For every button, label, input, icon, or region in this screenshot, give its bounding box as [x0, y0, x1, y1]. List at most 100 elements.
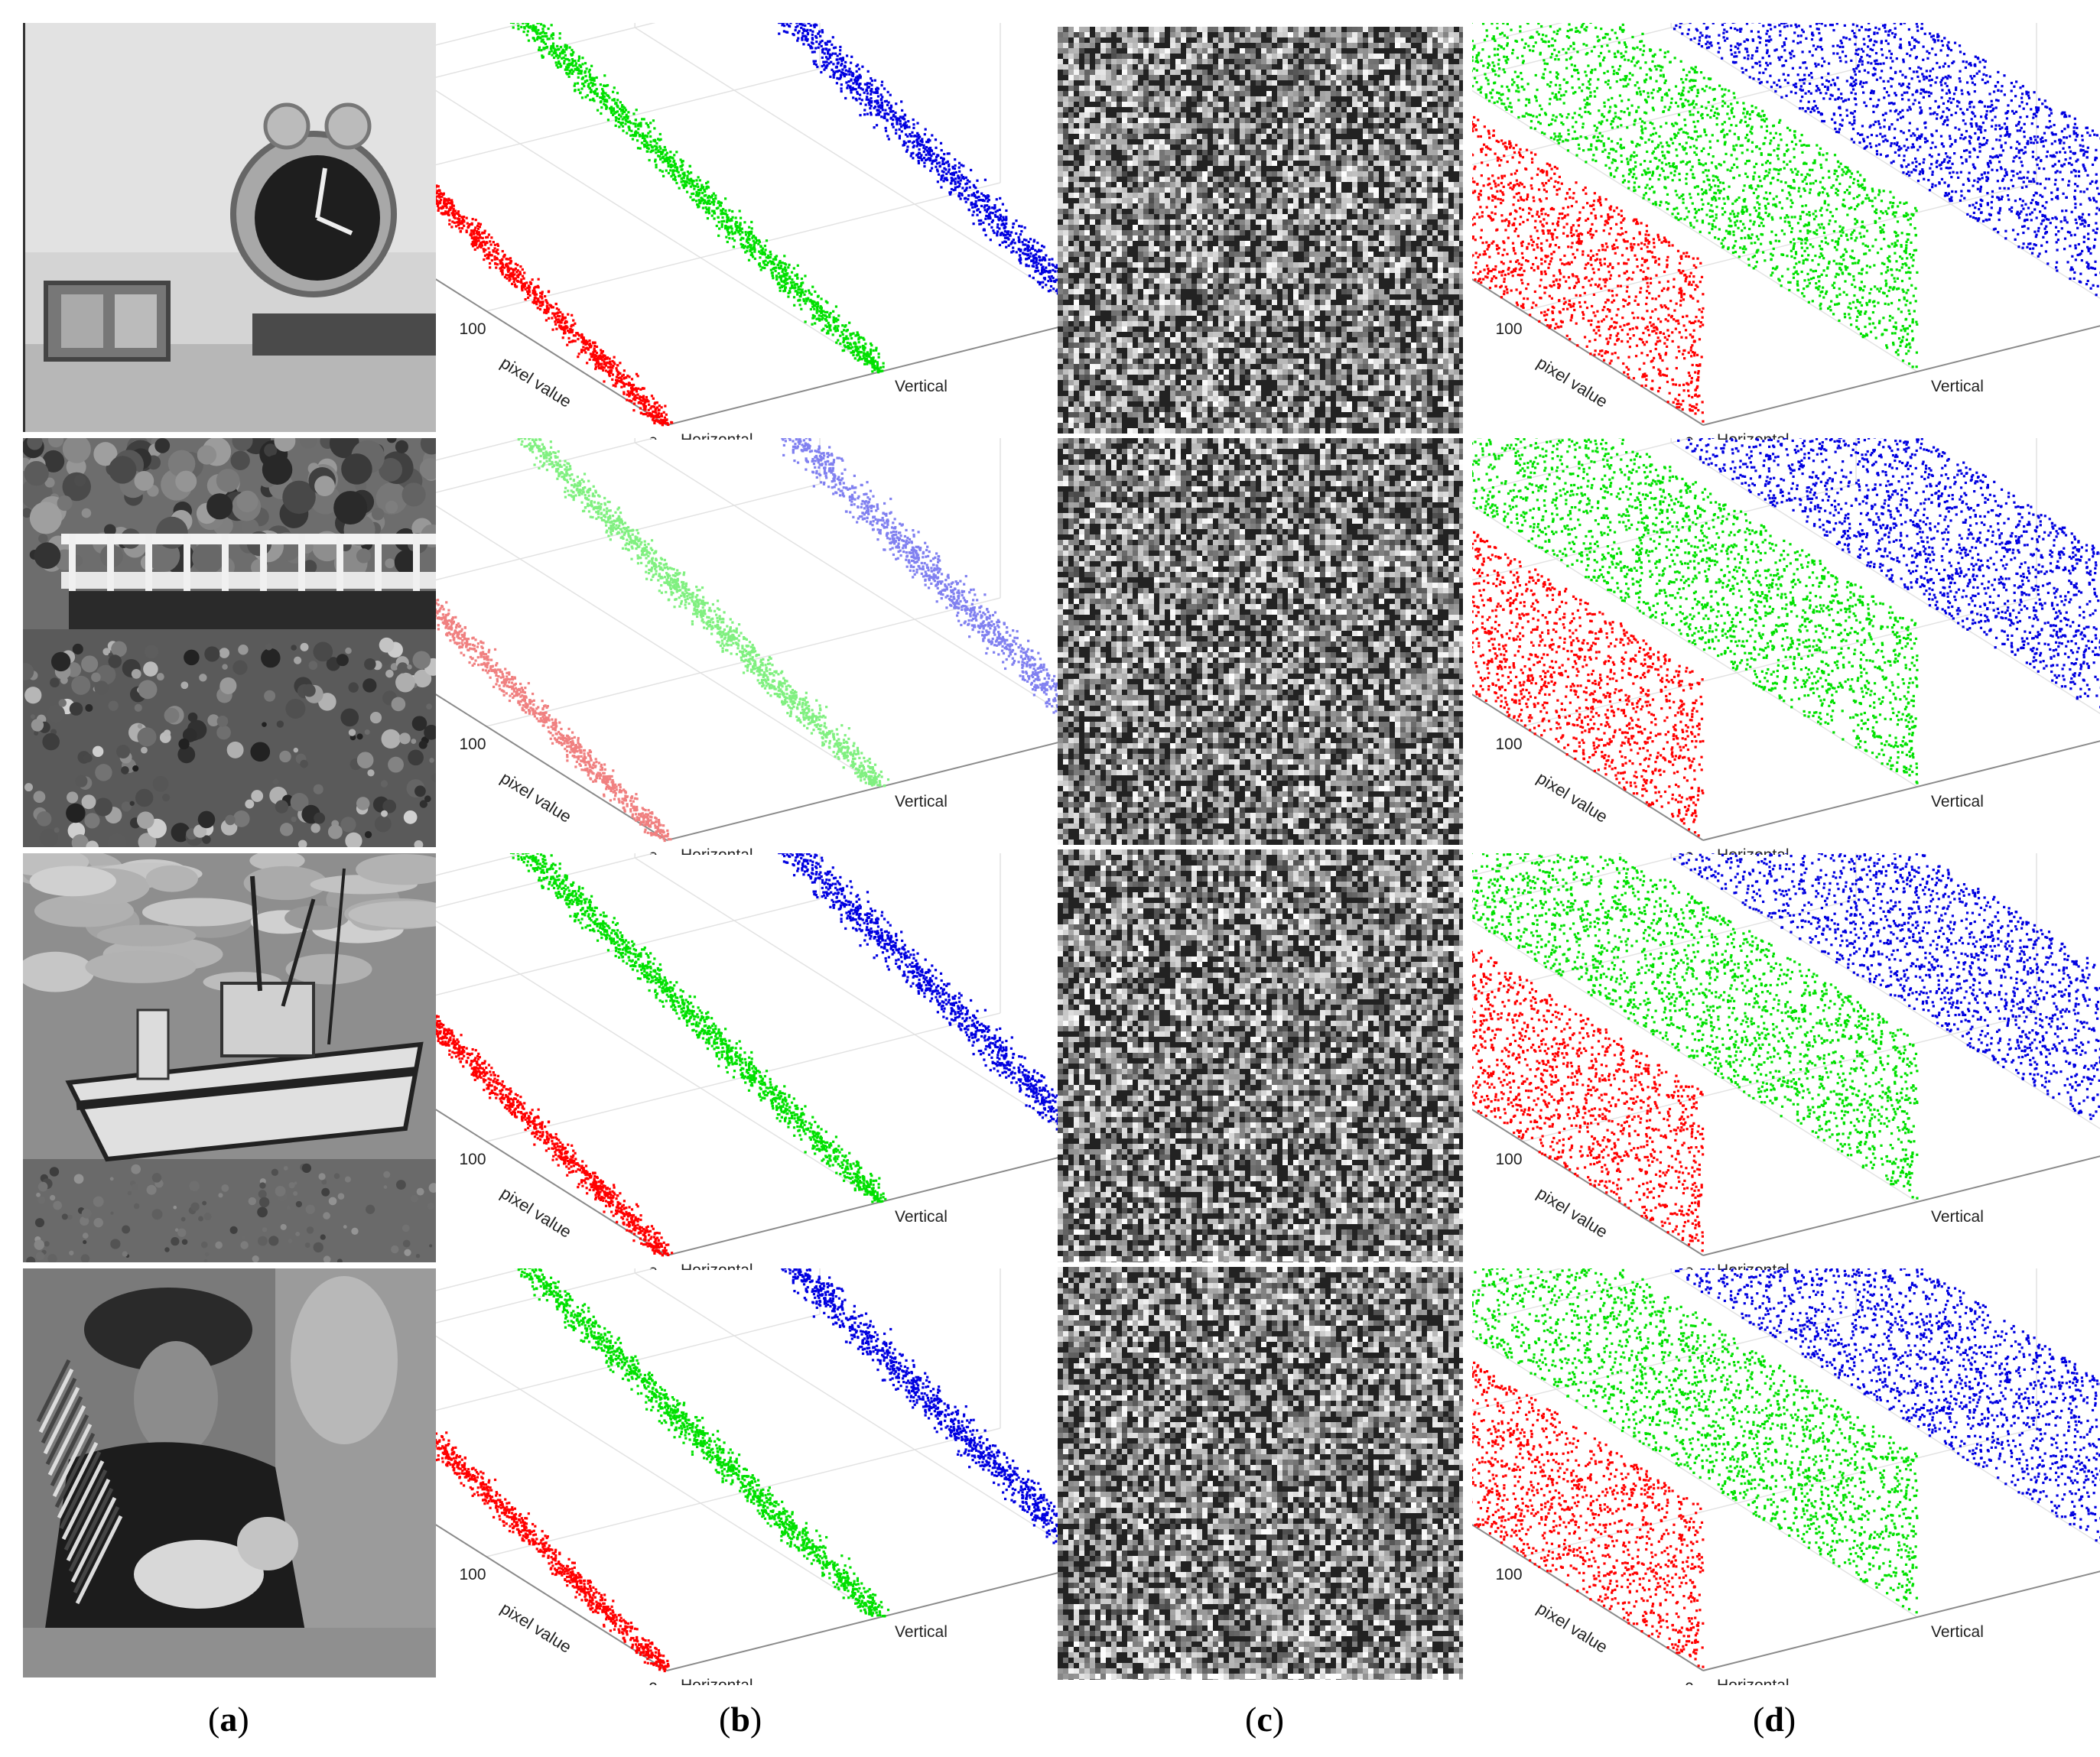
point	[818, 320, 821, 322]
point	[876, 361, 879, 363]
point	[612, 114, 614, 116]
point	[678, 174, 681, 177]
point	[554, 323, 557, 326]
point	[474, 248, 476, 251]
point	[728, 237, 730, 239]
point	[967, 198, 969, 200]
point	[630, 130, 632, 132]
point	[965, 177, 967, 179]
point	[582, 337, 584, 339]
point	[870, 359, 873, 362]
point	[1034, 271, 1036, 273]
point	[814, 60, 817, 63]
point	[778, 282, 780, 284]
point	[632, 388, 635, 390]
point	[811, 293, 813, 295]
point	[673, 154, 675, 156]
point	[999, 209, 1001, 211]
point	[779, 23, 782, 24]
point	[603, 74, 606, 76]
point	[594, 342, 597, 344]
point	[1036, 242, 1039, 244]
point	[596, 352, 598, 354]
point	[787, 266, 789, 268]
point	[988, 199, 990, 201]
point	[711, 209, 714, 212]
point	[1035, 264, 1038, 266]
point	[505, 274, 507, 276]
point	[568, 47, 571, 49]
point	[836, 82, 838, 84]
point	[840, 83, 843, 86]
point	[515, 271, 518, 273]
point	[1029, 274, 1031, 277]
point	[752, 248, 754, 250]
point	[675, 163, 677, 165]
point	[997, 218, 1000, 220]
point	[545, 32, 548, 34]
point	[718, 221, 720, 223]
point	[1019, 254, 1021, 256]
point	[637, 132, 639, 134]
point	[797, 265, 799, 267]
point	[808, 23, 810, 24]
point	[664, 404, 666, 407]
point	[541, 28, 544, 30]
point	[646, 399, 649, 401]
point	[555, 61, 558, 63]
point	[510, 23, 512, 24]
point	[824, 52, 826, 54]
point	[716, 225, 718, 227]
point	[789, 23, 792, 24]
point	[854, 345, 857, 347]
point	[588, 339, 590, 342]
point	[532, 24, 535, 27]
point	[652, 411, 654, 413]
point	[840, 76, 842, 78]
point	[577, 72, 580, 74]
point	[721, 223, 723, 226]
point	[976, 209, 978, 211]
point	[1018, 225, 1020, 227]
point	[864, 83, 866, 86]
point	[598, 363, 600, 365]
point	[1002, 216, 1004, 219]
photo-bridge-art	[23, 438, 436, 847]
point	[660, 413, 662, 415]
point	[994, 216, 996, 218]
point	[899, 123, 901, 125]
point	[892, 114, 895, 116]
point	[1030, 259, 1032, 261]
point	[604, 100, 606, 102]
point	[489, 266, 491, 268]
point	[483, 249, 485, 252]
point	[487, 256, 489, 258]
point	[775, 278, 778, 281]
point	[912, 123, 915, 125]
point	[871, 365, 873, 368]
point	[877, 95, 879, 97]
point	[900, 100, 902, 102]
point	[636, 397, 638, 399]
point	[707, 200, 709, 202]
point	[508, 279, 510, 281]
point	[1027, 245, 1029, 247]
point	[559, 321, 561, 323]
point	[658, 409, 660, 411]
point	[535, 27, 537, 29]
point	[631, 378, 633, 380]
point	[653, 127, 655, 129]
point	[889, 94, 892, 96]
point	[886, 100, 888, 102]
point	[797, 37, 799, 39]
point	[839, 343, 841, 345]
point	[779, 267, 782, 269]
point	[603, 103, 605, 106]
point	[883, 112, 886, 115]
point	[938, 174, 940, 176]
point	[571, 58, 574, 60]
point	[487, 247, 489, 249]
point	[681, 169, 683, 171]
point	[876, 109, 879, 112]
point	[803, 294, 805, 296]
